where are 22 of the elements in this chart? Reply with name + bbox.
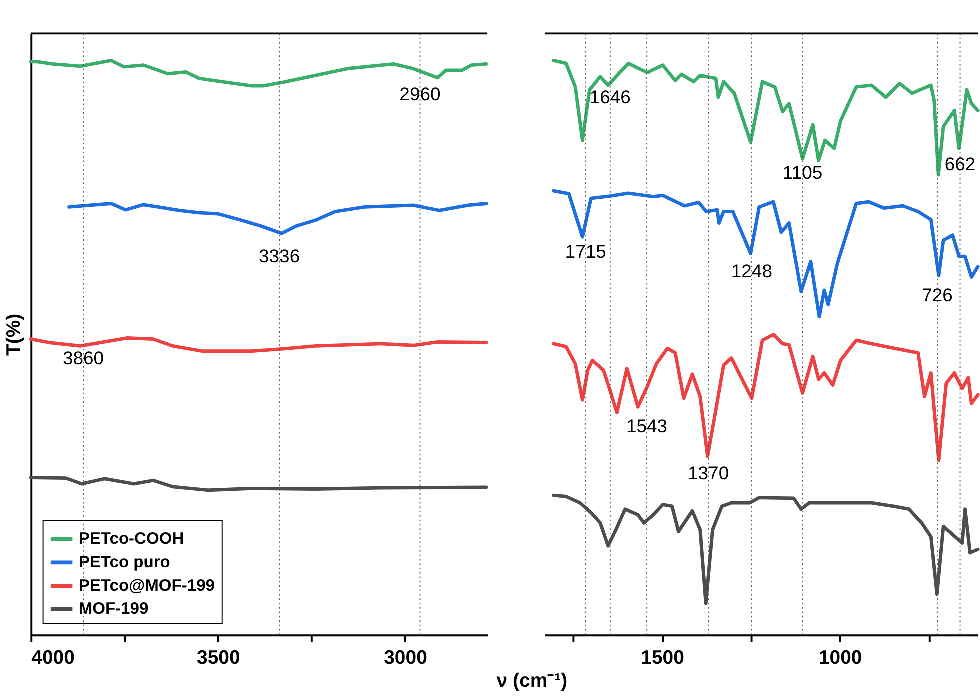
legend-label: PETco-COOH [78,529,184,548]
annotation: 1248 [731,260,772,282]
y-axis-title: T(%) [2,314,25,356]
annotation: 1543 [626,415,668,436]
annotation: 662 [944,154,976,175]
annotation: 1715 [565,240,606,262]
x-tick-label: 3000 [384,646,428,669]
x-tick-label: 3500 [197,646,241,669]
annotation: 2960 [400,83,441,104]
legend-label: PETco@MOF-199 [78,576,215,595]
annotation: 1646 [590,86,631,108]
annotation: 1105 [782,162,823,184]
annotation: 3860 [62,348,104,369]
x-tick-label: 1500 [641,646,685,669]
legend-label: PETco puro [78,552,170,572]
x-tick-label: 1000 [818,646,862,669]
legend-label: MOF-199 [78,599,149,618]
annotation: 1370 [688,462,730,484]
x-axis-title: ν (cm⁻¹) [496,670,568,692]
x-tick-label: 4000 [32,646,76,669]
annotation: 726 [922,284,953,306]
annotation: 3336 [258,245,300,266]
